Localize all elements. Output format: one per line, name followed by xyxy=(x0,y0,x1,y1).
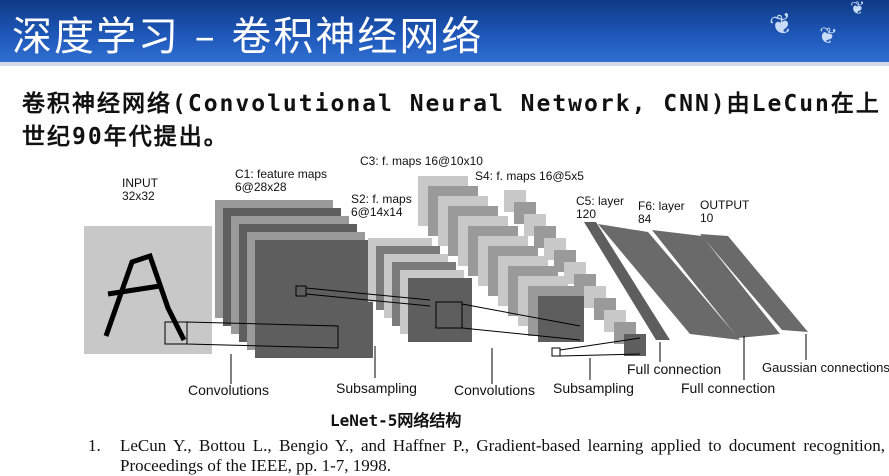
s2-label: S2: f. maps 6@14x14 xyxy=(351,192,412,219)
output-layer xyxy=(700,234,808,332)
intro-text: 卷积神经网络(Convolutional Neural Network, CNN… xyxy=(22,91,881,150)
c1-label: C1: feature maps 6@28x28 xyxy=(235,167,328,194)
slide-header: 深度学习 – 卷积神经网络 ❦ ❦ ❦ xyxy=(0,0,889,62)
convolutions-1-label: Convolutions xyxy=(188,382,269,398)
diagram-caption: LeNet-5网络结构 xyxy=(330,411,462,430)
input-label: INPUT 32x32 xyxy=(122,176,158,203)
f6-layer xyxy=(598,224,740,340)
c5-label: C5: layer 120 xyxy=(576,194,625,221)
subsampling-1-label: Subsampling xyxy=(336,380,417,396)
reference-number: 1. xyxy=(88,436,101,455)
c3-pool-window xyxy=(551,347,561,357)
s2-feature-maps xyxy=(368,238,472,342)
convolutions-2-label: Convolutions xyxy=(454,382,535,398)
c3-feature-maps xyxy=(418,176,584,342)
full-connection-2-label: Full connection xyxy=(681,380,776,396)
header-divider xyxy=(0,62,889,66)
letter-a-glyph xyxy=(103,252,187,342)
c1-pool-window xyxy=(295,285,307,297)
reference-text: LeCun Y., Bottou L., Bengio Y., and Haff… xyxy=(120,436,885,475)
output-label: OUTPUT 10 xyxy=(700,198,750,225)
letter-a-crossbar xyxy=(107,283,161,297)
butterfly-icon: ❦ xyxy=(850,0,866,19)
c5-layer xyxy=(584,222,670,340)
full-connection-1-label: Full connection xyxy=(627,361,722,377)
slide-title: 深度学习 – 卷积神经网络 xyxy=(12,14,484,60)
s2-receptive-field xyxy=(435,301,463,329)
conv1-connector xyxy=(186,321,339,349)
gaussian-connections-label: Gaussian connections xyxy=(762,360,889,375)
f6-label: F6: layer 84 xyxy=(638,199,685,226)
c1-feature-maps xyxy=(215,200,373,358)
subsampling-2-label: Subsampling xyxy=(553,380,634,396)
s4-label: S4: f. maps 16@5x5 xyxy=(475,169,584,183)
c3-label: C3: f. maps 16@10x10 xyxy=(360,154,483,168)
